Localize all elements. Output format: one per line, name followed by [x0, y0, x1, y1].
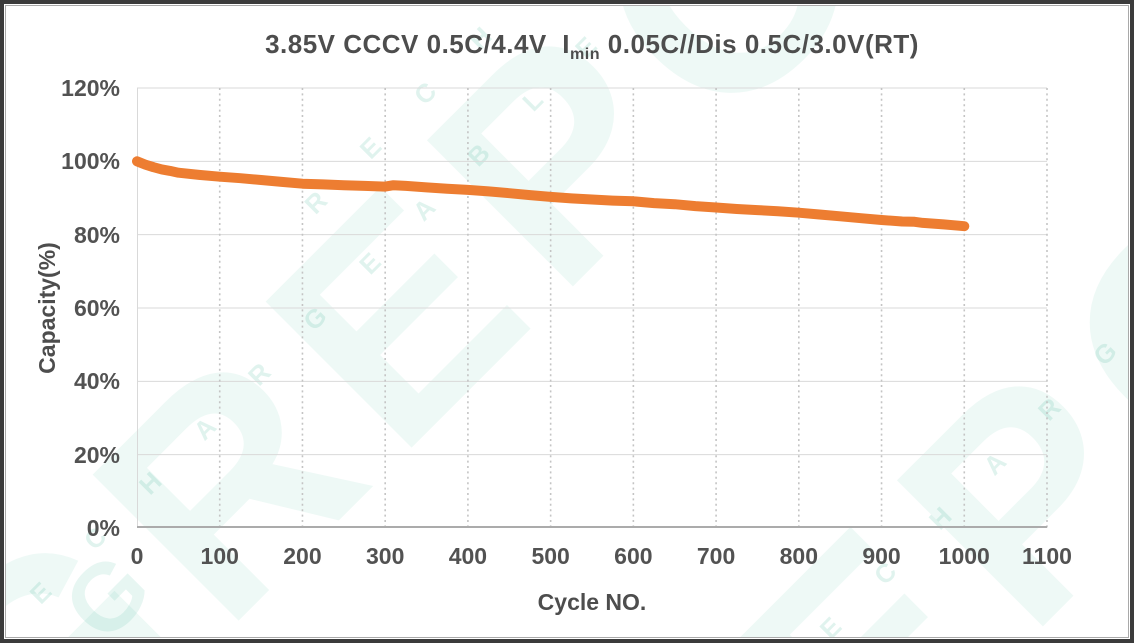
x-tick-label-400: 400: [448, 543, 488, 569]
y-tick-label-20: 20%: [73, 441, 120, 468]
plot-svg: [132, 87, 1048, 528]
chart-title-suffix: 0.05C//Dis 0.5C/3.0V(RT): [600, 29, 919, 59]
x-tick-label-100: 100: [200, 543, 239, 569]
chart-title-prefix: 3.85V CCCV 0.5C/4.4V I: [265, 29, 570, 59]
x-tick-label-800: 800: [779, 543, 818, 569]
chart-title: 3.85V CCCV 0.5C/4.4V Imin 0.05C//Dis 0.5…: [167, 29, 1017, 65]
y-tick-label-120: 120%: [61, 75, 120, 101]
capacity-series-line-0: [132, 156, 970, 232]
plot-area: [132, 87, 1048, 528]
y-tick-label-100: 100%: [61, 148, 120, 175]
x-tick-label-200: 200: [283, 543, 322, 569]
x-axis-title: Cycle NO.: [537, 589, 647, 615]
chart-title-subscript: min: [569, 45, 601, 64]
x-tick-label-900: 900: [862, 543, 901, 569]
x-tick-label-1000: 1000: [938, 543, 990, 569]
y-tick-label-60: 60%: [73, 295, 120, 321]
x-tick-label-300: 300: [365, 543, 405, 569]
x-tick-label-600: 600: [614, 543, 653, 569]
x-tick-label-500: 500: [531, 543, 570, 569]
x-tick-label-700: 700: [696, 543, 736, 569]
x-tick-label-0: 0: [130, 543, 144, 569]
x-tick-label-1100: 1100: [1022, 543, 1072, 569]
y-tick-label-80: 80%: [73, 221, 120, 248]
y-tick-label-0: 0%: [86, 515, 120, 541]
y-tick-label-40: 40%: [73, 368, 120, 395]
